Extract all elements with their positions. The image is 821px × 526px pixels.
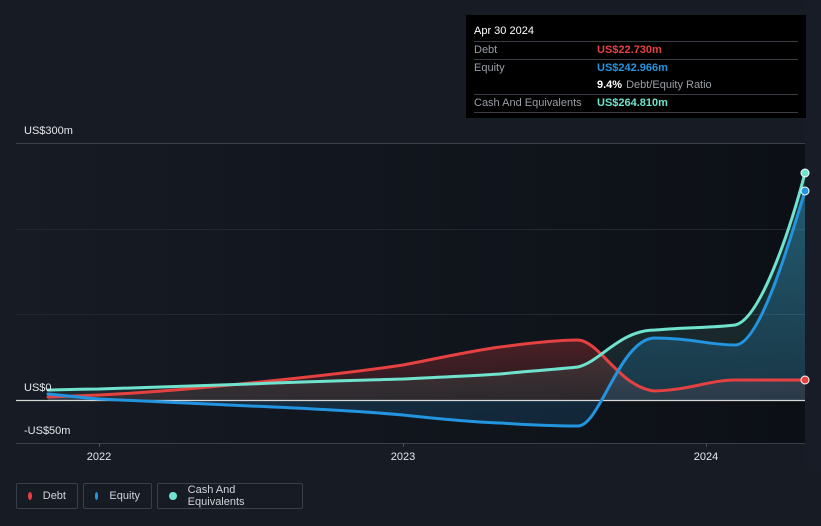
tooltip-equity-row: Equity US$242.966m bbox=[474, 59, 798, 77]
tooltip-ratio-value: 9.4% bbox=[597, 79, 623, 91]
right-margin bbox=[805, 0, 821, 470]
debt-line bbox=[46, 338, 807, 399]
tooltip-cash-label: Cash And Equivalents bbox=[474, 97, 582, 109]
y-label-top: US$300m bbox=[24, 125, 73, 137]
legend-cash-label: Cash And Equivalents bbox=[187, 484, 245, 508]
tooltip-ratio-row: 9.4% Debt/Equity Ratio bbox=[474, 77, 798, 94]
x-label-2022: 2022 bbox=[86, 451, 112, 463]
tooltip-ratio-label: Debt/Equity Ratio bbox=[626, 79, 712, 91]
y-label-bottom: -US$50m bbox=[24, 425, 71, 437]
equity-endpoint-marker[interactable] bbox=[800, 186, 810, 196]
legend: Debt Equity Cash And Equivalents bbox=[16, 483, 303, 509]
tooltip-debt-label: Debt bbox=[474, 44, 498, 56]
tooltip-equity-value: US$242.966m bbox=[597, 62, 668, 74]
y-label-zero: US$0 bbox=[24, 382, 52, 394]
tooltip-ratio-spacer bbox=[474, 77, 597, 94]
legend-debt-label: Debt bbox=[42, 490, 66, 502]
cash-area bbox=[48, 173, 805, 400]
legend-equity-label: Equity bbox=[109, 490, 140, 502]
tooltip-debt-value: US$22.730m bbox=[597, 44, 662, 56]
legend-cash-button[interactable]: Cash And Equivalents bbox=[157, 483, 303, 509]
tooltip-panel: Apr 30 2024 Debt US$22.730m Equity US$24… bbox=[466, 15, 806, 118]
legend-equity-button[interactable]: Equity bbox=[83, 483, 152, 509]
debt-endpoint-marker[interactable] bbox=[800, 375, 810, 385]
legend-debt-button[interactable]: Debt bbox=[16, 483, 78, 509]
tooltip-date: Apr 30 2024 bbox=[474, 25, 534, 37]
tooltip-debt-row: Debt US$22.730m bbox=[474, 41, 798, 59]
equity-dot-icon bbox=[95, 492, 99, 500]
cash-line bbox=[46, 171, 807, 392]
x-label-2024: 2024 bbox=[693, 451, 719, 463]
cash-endpoint-marker[interactable] bbox=[800, 168, 810, 178]
equity-line bbox=[46, 189, 807, 428]
tooltip-equity-label: Equity bbox=[474, 62, 505, 74]
tooltip-cash-value: US$264.810m bbox=[597, 97, 668, 109]
cash-dot-icon bbox=[169, 492, 177, 500]
debt-dot-icon bbox=[28, 492, 32, 500]
tooltip-cash-row: Cash And Equivalents US$264.810m bbox=[474, 94, 798, 113]
x-label-2023: 2023 bbox=[390, 451, 416, 463]
